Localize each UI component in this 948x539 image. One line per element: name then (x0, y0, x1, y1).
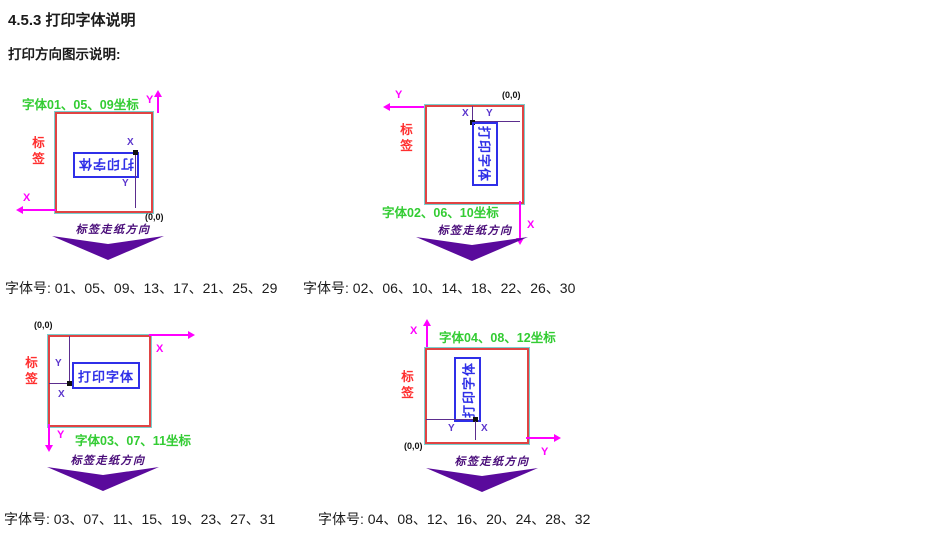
diagram-font-01: 字体01、05、09坐标 Y 标签 打印字体 X Y X (0,0) 标签走纸方… (16, 88, 198, 274)
label-rectangle (424, 347, 530, 445)
x-axis-label: X (156, 343, 164, 355)
y-axis-arrow-icon (383, 103, 427, 111)
font-numbers-line-4: 字体号: 04、08、12、16、20、24、28、32 (318, 511, 591, 527)
arrowhead-right-icon (554, 434, 561, 442)
y-axis-arrow-icon (154, 90, 162, 113)
font-x-guide-line (49, 383, 68, 384)
y-axis-label: Y (57, 429, 65, 441)
y-axis-label: Y (541, 446, 549, 458)
diagram-font-03: (0,0) X 标签 Y X 打印字体 Y 字体03、07、11坐标 标签走纸方… (18, 318, 210, 504)
diagram-font-04: X 字体04、08、12坐标 标签 打印字体 Y X (0,0) Y 标签走纸方… (395, 318, 577, 504)
font-x-guide-line (472, 106, 473, 122)
font-y-guide-line (475, 121, 520, 122)
feed-direction-label: 标签走纸方向 (454, 456, 530, 468)
label-tag-text: 标签 (400, 123, 413, 153)
y-axis-arrow-icon (526, 434, 561, 442)
arrowhead-left-icon (383, 103, 390, 111)
font-y-label: Y (122, 178, 129, 189)
arrowhead-up-icon (423, 319, 431, 326)
feed-direction-label: 标签走纸方向 (437, 225, 513, 237)
print-font-box: 打印字体 (72, 362, 140, 389)
page-subtitle: 打印方向图示说明: (8, 47, 121, 62)
font-x-label: X (462, 108, 469, 119)
print-font-box: 打印字体 (454, 357, 481, 422)
origin-label: (0,0) (502, 90, 521, 100)
print-font-text: 打印字体 (77, 156, 135, 172)
font-origin-dot (67, 381, 72, 386)
arrowhead-right-icon (188, 331, 195, 339)
font-y-label: Y (486, 108, 493, 119)
font-y-label: Y (448, 423, 455, 434)
font-x-label: X (127, 137, 134, 148)
origin-label: (0,0) (404, 441, 423, 451)
font-numbers-line-3: 字体号: 03、07、11、15、19、23、27、31 (4, 511, 276, 527)
x-axis-arrow-icon (423, 319, 431, 348)
x-axis-label: X (527, 219, 535, 231)
font-numbers-line-2: 字体号: 02、06、10、14、18、22、26、30 (303, 280, 576, 296)
feed-direction-arrow-icon (52, 236, 164, 260)
font-origin-dot (133, 150, 138, 155)
print-font-text: 打印字体 (476, 125, 492, 183)
print-font-box: 打印字体 (73, 152, 139, 178)
coord-label: 字体04、08、12坐标 (439, 331, 556, 345)
print-font-box: 打印字体 (472, 122, 498, 186)
font-x-label: X (481, 423, 488, 434)
font-y-guide-line (135, 155, 136, 208)
coord-label: 字体02、06、10坐标 (382, 206, 499, 220)
arrowhead-up-icon (154, 90, 162, 97)
feed-direction-label: 标签走纸方向 (75, 224, 151, 236)
origin-label: (0,0) (34, 320, 53, 330)
font-x-label: X (58, 389, 65, 400)
font-x-guide-line (475, 421, 476, 440)
label-tag-text: 标签 (401, 370, 414, 400)
print-font-text: 打印字体 (77, 369, 135, 384)
font-y-guide-line (69, 336, 70, 383)
feed-direction-arrow-icon (47, 467, 159, 491)
diagram-font-02: Y (0,0) 标签 X Y 打印字体 X 字体02、06、10坐标 标签走纸方… (380, 88, 572, 274)
feed-direction-label: 标签走纸方向 (70, 455, 146, 467)
y-axis-label: Y (395, 89, 403, 101)
font-y-label: Y (55, 358, 62, 369)
feed-direction-arrow-icon (426, 468, 538, 492)
x-axis-label: X (410, 325, 418, 337)
page-title: 4.5.3 打印字体说明 (8, 12, 136, 29)
print-font-text: 打印字体 (461, 361, 476, 418)
x-axis-arrow-icon (16, 206, 56, 214)
font-origin-dot (473, 417, 478, 422)
font-y-guide-line (426, 419, 474, 420)
label-tag-text: 标签 (32, 136, 45, 166)
label-tag-text: 标签 (25, 356, 38, 386)
coord-label: 字体03、07、11坐标 (75, 434, 192, 448)
x-axis-label: X (23, 192, 31, 204)
y-axis-label: Y (146, 94, 154, 106)
font-numbers-line-1: 字体号: 01、05、09、13、17、21、25、29 (5, 280, 278, 296)
origin-label: (0,0) (145, 212, 164, 222)
label-rectangle (47, 334, 152, 428)
feed-direction-arrow-icon (416, 237, 528, 261)
arrowhead-down-icon (516, 238, 524, 245)
x-axis-arrow-icon (149, 331, 195, 339)
y-axis-arrow-icon (45, 424, 53, 452)
label-rectangle (54, 111, 154, 214)
coord-label: 字体01、05、09坐标 (22, 98, 139, 112)
arrowhead-down-icon (45, 445, 53, 452)
arrowhead-left-icon (16, 206, 23, 214)
x-axis-arrow-icon (516, 201, 524, 245)
